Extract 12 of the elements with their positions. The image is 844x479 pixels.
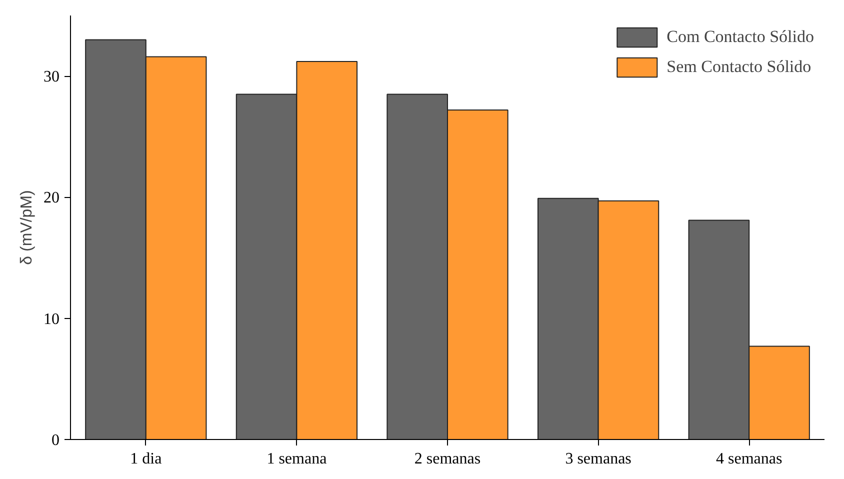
y-tick-label: 0 bbox=[52, 432, 60, 449]
x-tick-label: 2 semanas bbox=[414, 450, 481, 468]
x-tick-label: 3 semanas bbox=[565, 450, 632, 468]
x-tick-label: 1 dia bbox=[130, 450, 162, 468]
legend-label: Com Contacto Sólido bbox=[666, 27, 814, 47]
legend-label: Sem Contacto Sólido bbox=[666, 57, 812, 77]
x-tick-label: 1 semana bbox=[266, 450, 327, 468]
x-tick-label: 4 semanas bbox=[716, 450, 782, 468]
y-tick-label: 10 bbox=[44, 310, 60, 328]
y-axis-title: δ (mV/pM) bbox=[18, 190, 36, 265]
y-tick-label: 20 bbox=[44, 190, 60, 207]
y-tick-label: 30 bbox=[44, 68, 60, 86]
